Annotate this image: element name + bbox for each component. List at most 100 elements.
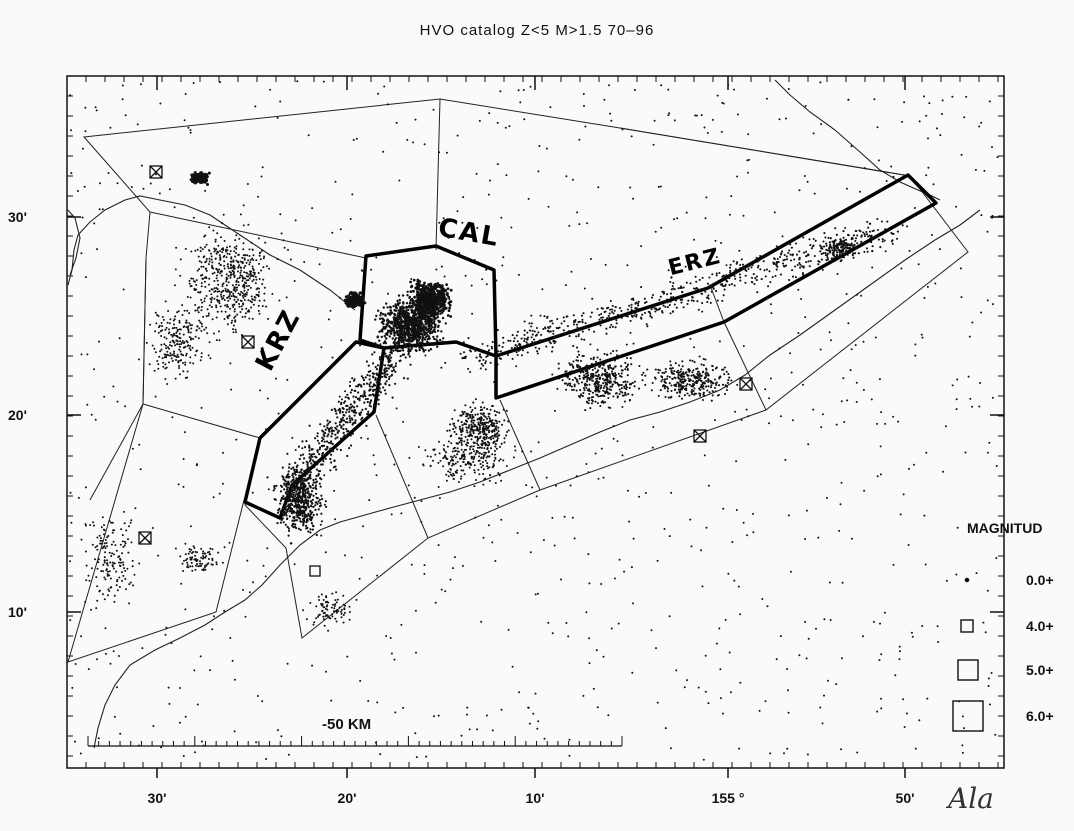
earthquake-epicenter: [676, 381, 679, 384]
earthquake-epicenter: [303, 446, 307, 449]
earthquake-epicenter: [318, 442, 321, 445]
earthquake-epicenter: [798, 262, 801, 265]
earthquake-epicenter: [473, 455, 476, 458]
earthquake-epicenter: [286, 508, 289, 511]
earthquake-epicenter: [465, 448, 467, 451]
earthquake-epicenter: [291, 503, 294, 506]
earthquake-epicenter: [575, 378, 579, 382]
earthquake-epicenter: [408, 343, 412, 346]
earthquake-epicenter: [619, 390, 622, 393]
earthquake-epicenter: [399, 329, 402, 333]
earthquake-epicenter: [710, 381, 713, 384]
earthquake-epicenter: [363, 392, 366, 395]
earthquake-epicenter: [851, 247, 854, 250]
earthquake-epicenter: [750, 276, 754, 279]
earthquake-epicenter: [757, 264, 760, 267]
earthquake-epicenter: [423, 296, 426, 300]
earthquake-epicenter: [369, 394, 372, 397]
earthquake-epicenter: [470, 419, 473, 422]
earthquake-epicenter: [503, 419, 506, 422]
earthquake-epicenter: [493, 422, 496, 425]
earthquake-epicenter: [702, 385, 705, 388]
earthquake-epicenter: [399, 326, 402, 329]
earthquake-epicenter: [370, 399, 373, 402]
earthquake-epicenter: [635, 313, 638, 316]
earthquake-epicenter: [246, 272, 249, 275]
earthquake-epicenter: [308, 518, 311, 521]
earthquake-epicenter: [298, 511, 301, 514]
earthquake-epicenter: [449, 423, 452, 426]
earthquake-epicenter: [685, 371, 688, 374]
earthquake-epicenter: [473, 469, 476, 472]
earthquake-epicenter: [421, 286, 425, 290]
earthquake-epicenter: [817, 260, 820, 263]
earthquake-epicenter: [332, 429, 335, 432]
earthquake-epicenter: [360, 385, 363, 388]
earthquake-epicenter: [326, 446, 329, 449]
earthquake-epicenter: [666, 301, 669, 304]
earthquake-epicenter: [207, 314, 210, 317]
earthquake-epicenter: [603, 384, 606, 388]
earthquake-epicenter: [884, 228, 887, 231]
frame-ticks: [66, 75, 1004, 778]
earthquake-epicenter: [751, 264, 754, 267]
earthquake-epicenter: [394, 362, 398, 365]
earthquake-epicenter: [313, 466, 316, 469]
earthquake-epicenter: [876, 228, 879, 232]
earthquake-epicenter: [478, 473, 481, 476]
earthquake-epicenter: [450, 434, 453, 437]
earthquake-epicenter: [711, 273, 714, 276]
earthquake-epicenter: [306, 502, 310, 505]
earthquake-epicenter: [828, 246, 831, 249]
earthquake-epicenter: [813, 254, 816, 258]
earthquake-epicenter: [433, 296, 437, 300]
earthquake-epicenter: [220, 295, 223, 298]
earthquake-epicenter: [200, 309, 203, 312]
earthquake-epicenter: [382, 386, 385, 389]
earthquake-epicenter: [315, 492, 318, 495]
earthquake-epicenter: [433, 337, 436, 341]
earthquake-epicenter: [288, 463, 291, 466]
earthquake-epicenter: [467, 337, 470, 340]
earthquake-epicenter: [200, 285, 203, 288]
earthquake-epicenter: [174, 268, 177, 271]
earthquake-epicenter: [585, 384, 588, 387]
earthquake-epicenter: [848, 251, 852, 254]
earthquake-epicenter: [479, 367, 482, 370]
earthquake-epicenter: [456, 469, 459, 472]
earthquake-epicenter: [494, 443, 497, 446]
earthquake-epicenter: [505, 409, 508, 412]
earthquake-epicenter: [781, 262, 785, 265]
earthquake-epicenter: [315, 474, 318, 478]
earthquake-epicenter: [299, 520, 302, 523]
earthquake-epicenter: [419, 303, 423, 307]
earthquake-epicenter: [456, 442, 459, 445]
earthquake-epicenter: [644, 383, 647, 386]
earthquake-epicenter: [827, 236, 830, 239]
earthquake-epicenter: [846, 253, 849, 256]
earthquake-epicenter: [744, 281, 747, 284]
earthquake-epicenter: [710, 285, 713, 288]
earthquake-epicenter: [294, 473, 297, 476]
earthquake-epicenter: [421, 309, 425, 312]
earthquake-epicenter: [330, 447, 333, 450]
earthquake-epicenter: [674, 385, 678, 388]
earthquake-epicenter: [707, 378, 710, 381]
earthquake-epicenter: [460, 475, 463, 478]
earthquake-epicenter: [197, 311, 200, 314]
earthquake-epicenter: [434, 303, 437, 306]
earthquake-epicenter: [397, 336, 400, 340]
earthquake-epicenter: [392, 329, 396, 332]
earthquake-epicenter: [449, 471, 452, 474]
earthquake-epicenter: [314, 486, 317, 489]
earthquake-epicenter: [423, 330, 426, 333]
earthquake-epicenter: [352, 395, 355, 398]
earthquake-epicenter: [305, 518, 308, 522]
earthquake-epicenter: [436, 345, 439, 348]
earthquake-epicenter: [494, 482, 497, 484]
earthquake-epicenter: [196, 248, 199, 251]
earthquake-epicenter: [690, 393, 694, 396]
earthquake-epicenter: [476, 450, 479, 453]
earthquake-epicenter: [523, 320, 526, 323]
earthquake-epicenter: [398, 359, 401, 363]
